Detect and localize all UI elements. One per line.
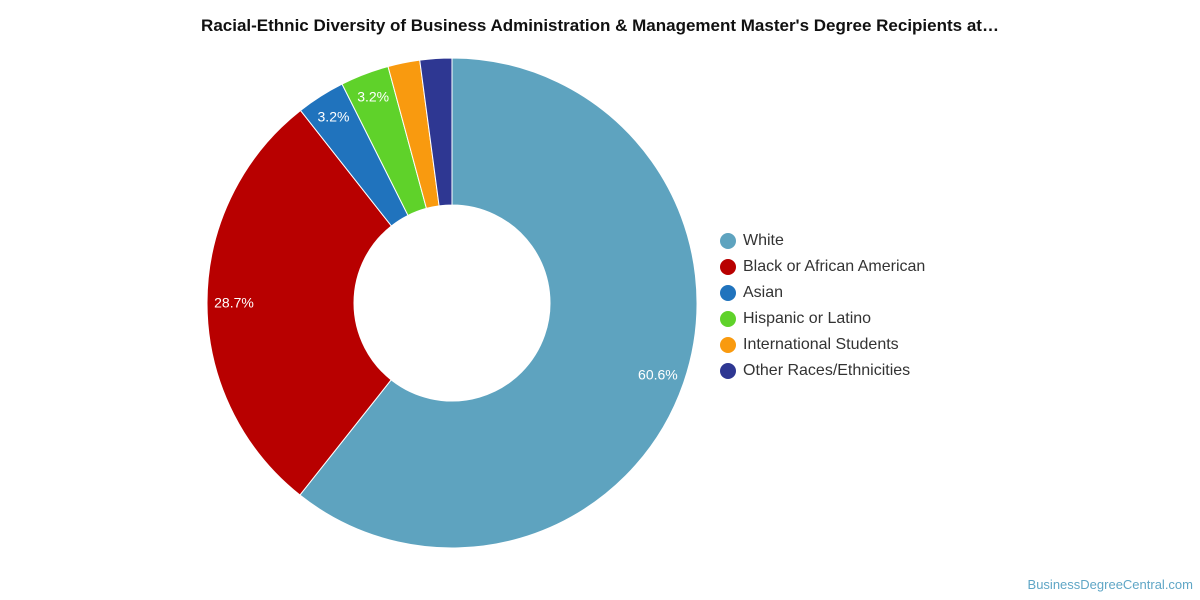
legend-swatch [720,233,736,249]
legend-swatch [720,311,736,327]
slice-black-or-african-american[interactable] [206,109,393,496]
legend-swatch [720,363,736,379]
legend-item-international-students[interactable]: International Students [720,332,925,358]
legend-swatch [720,259,736,275]
legend-label: White [743,232,784,249]
legend-item-other-races-ethnicities[interactable]: Other Races/Ethnicities [720,358,925,384]
legend-swatch [720,285,736,301]
legend-item-hispanic-or-latino[interactable]: Hispanic or Latino [720,306,925,332]
legend-label: Hispanic or Latino [743,310,872,327]
legend-item-white[interactable]: White [720,228,925,254]
slice-other-races-ethnicities[interactable] [419,57,453,207]
site-credit[interactable]: BusinessDegreeCentral.com [1027,577,1193,592]
data-label-hispanic-or-latino: 3.2% [357,89,389,105]
chart-legend: White Black or African American Asian Hispa… [720,228,925,384]
data-label-asian: 3.2% [318,108,350,124]
slice-white[interactable] [299,57,698,549]
legend-label: Other Races/Ethnicities [743,362,911,379]
legend-label: International Students [743,336,899,353]
data-label-white: 60.6% [638,367,678,383]
chart-title: Racial-Ethnic Diversity of Business Admi… [201,16,999,35]
legend-item-black-or-african-american[interactable]: Black or African American [720,254,925,280]
legend-item-asian[interactable]: Asian [720,280,925,306]
legend-swatch [720,337,736,353]
legend-label: Black or African American [743,258,926,275]
legend-label: Asian [743,284,784,301]
data-label-black-or-african-american: 28.7% [214,295,254,311]
